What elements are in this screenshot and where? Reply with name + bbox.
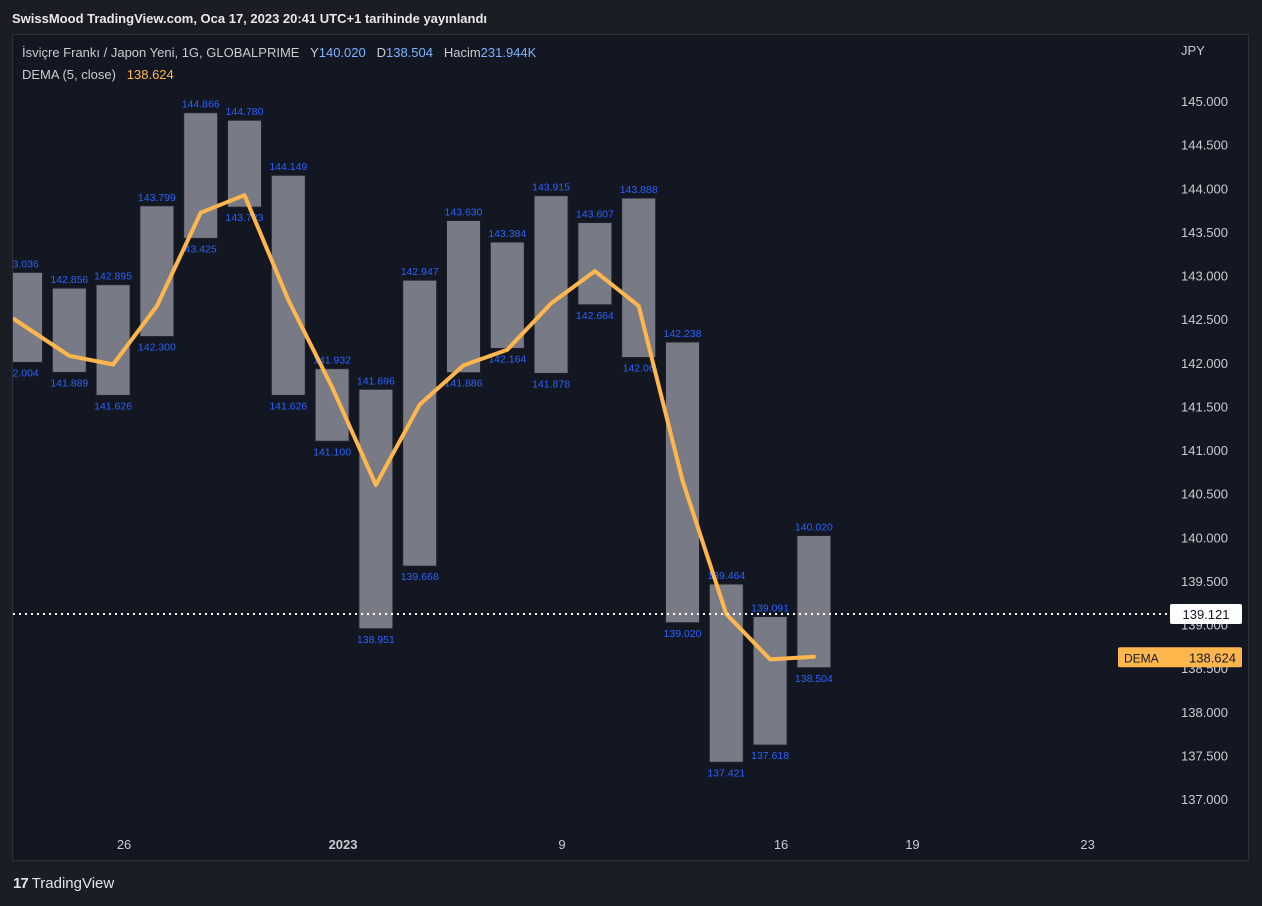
bar-low-label: 141.626 bbox=[94, 400, 132, 412]
y-tick-label: 140.500 bbox=[1181, 487, 1228, 502]
y-tick-label: 144.500 bbox=[1181, 138, 1228, 153]
y-tick-label: 137.500 bbox=[1181, 748, 1228, 763]
range-bar[interactable] bbox=[314, 368, 350, 442]
dema-axis-tag-name: DEMA bbox=[1124, 651, 1159, 665]
high-value: 140.020 bbox=[318, 45, 366, 60]
range-bar[interactable] bbox=[796, 535, 832, 669]
y-tick-label: 141.000 bbox=[1181, 443, 1228, 458]
y-tick-label: 142.500 bbox=[1181, 312, 1228, 327]
bar-high-label: 143.607 bbox=[576, 209, 614, 221]
bar-high-label: 142.238 bbox=[664, 328, 702, 340]
indicator-legend[interactable]: DEMA (5, close) 138.624 bbox=[22, 67, 174, 82]
bar-low-label: 137.618 bbox=[751, 750, 789, 762]
symbol-legend: İsviçre Frankı / Japon Yeni, 1G, GLOBALP… bbox=[22, 45, 536, 60]
bar-low-label: 2.004 bbox=[13, 367, 39, 379]
bar-high-label: 143.915 bbox=[532, 182, 570, 194]
bar-high-label: 144.149 bbox=[269, 161, 307, 173]
y-tick-label: 142.000 bbox=[1181, 356, 1228, 371]
bar-low-label: 139.020 bbox=[664, 628, 702, 640]
range-bar[interactable] bbox=[270, 174, 306, 396]
y-tick-label: 143.500 bbox=[1181, 225, 1228, 240]
x-tick-label: 16 bbox=[774, 837, 788, 852]
bar-high-label: 144.866 bbox=[182, 99, 220, 111]
bar-low-label: 137.421 bbox=[707, 767, 745, 779]
dema-axis-tag[interactable] bbox=[1118, 647, 1242, 668]
y-tick-label: 137.000 bbox=[1181, 792, 1228, 807]
y-tick-label: 140.000 bbox=[1181, 530, 1228, 545]
range-bar[interactable] bbox=[358, 388, 394, 630]
bar-high-label: 140.020 bbox=[795, 522, 833, 534]
current-price-tag[interactable] bbox=[1170, 603, 1242, 624]
high-label: Y bbox=[310, 45, 319, 60]
range-bar[interactable] bbox=[183, 112, 219, 239]
bar-high-label: 143.799 bbox=[138, 192, 176, 204]
bar-high-label: 141.696 bbox=[357, 375, 395, 387]
range-bar[interactable] bbox=[139, 205, 175, 338]
y-tick-label: 143.000 bbox=[1181, 269, 1228, 284]
bar-high-label: 141.932 bbox=[313, 355, 351, 367]
dema-line[interactable] bbox=[13, 193, 816, 662]
range-bar[interactable] bbox=[95, 284, 131, 396]
indicator-value: 138.624 bbox=[126, 67, 174, 82]
bar-low-label: 142.06 bbox=[623, 363, 655, 375]
bar-low-label: 138.951 bbox=[357, 634, 395, 646]
range-bar[interactable] bbox=[533, 195, 569, 374]
range-bar[interactable] bbox=[489, 241, 525, 349]
x-tick-label: 19 bbox=[905, 837, 919, 852]
tradingview-logo-text: TradingView bbox=[31, 875, 115, 892]
range-bar[interactable] bbox=[708, 583, 744, 763]
range-bar[interactable] bbox=[577, 222, 613, 306]
y-tick-label: 144.000 bbox=[1181, 181, 1228, 196]
bar-high-label: 144.780 bbox=[226, 106, 264, 118]
range-bar[interactable] bbox=[446, 220, 481, 374]
bar-low-label: 138.504 bbox=[795, 673, 833, 685]
bar-high-label: 142.947 bbox=[401, 266, 439, 278]
range-bar[interactable] bbox=[752, 616, 788, 746]
range-bar[interactable] bbox=[9, 271, 43, 363]
bar-high-label: 3.036 bbox=[13, 258, 39, 270]
bar-low-label: 141.100 bbox=[313, 446, 351, 458]
y-tick-label: 139.500 bbox=[1181, 574, 1228, 589]
range-bar[interactable] bbox=[227, 119, 262, 208]
low-value: 138.504 bbox=[385, 45, 433, 60]
bar-low-label: 142.300 bbox=[138, 342, 176, 354]
dema-axis-tag-value: 138.624 bbox=[1189, 650, 1236, 665]
current-price-tag-label: 139.121 bbox=[1183, 607, 1230, 622]
bar-low-label: 142.664 bbox=[576, 310, 614, 322]
volume-label: Hacim bbox=[443, 45, 481, 60]
publish-header: SwissMood TradingView.com, Oca 17, 2023 … bbox=[12, 11, 488, 26]
indicator-label: DEMA (5, close) bbox=[22, 67, 116, 82]
bar-high-label: 139.091 bbox=[751, 603, 789, 615]
bar-low-label: 142.164 bbox=[488, 353, 526, 365]
bar-low-label: 139.668 bbox=[401, 571, 439, 583]
bar-high-label: 143.630 bbox=[445, 207, 483, 219]
bar-low-label: 141.626 bbox=[269, 400, 307, 412]
bar-high-label: 143.888 bbox=[620, 184, 658, 196]
x-tick-label: 26 bbox=[117, 837, 131, 852]
x-tick-label: 2023 bbox=[329, 837, 358, 852]
bar-low-label: 141.889 bbox=[50, 377, 88, 389]
x-tick-label: 23 bbox=[1080, 837, 1094, 852]
y-tick-label: 141.500 bbox=[1181, 399, 1228, 414]
bar-low-label: 141.886 bbox=[445, 378, 483, 390]
low-label: D bbox=[376, 45, 386, 60]
tradingview-logo[interactable]: 17 TradingView bbox=[13, 875, 114, 892]
currency-label: JPY bbox=[1181, 43, 1205, 58]
bar-high-label: 143.384 bbox=[488, 228, 526, 240]
volume-value: 231.944K bbox=[480, 45, 537, 60]
bar-high-label: 142.895 bbox=[94, 271, 132, 283]
bar-low-label: 141.878 bbox=[532, 378, 570, 390]
y-tick-label: 145.000 bbox=[1181, 94, 1228, 109]
bar-low-label: 43.425 bbox=[185, 243, 217, 255]
x-tick-label: 9 bbox=[558, 837, 565, 852]
tradingview-logo-icon: 17 bbox=[13, 875, 29, 892]
y-tick-label: 138.000 bbox=[1181, 705, 1228, 720]
bar-high-label: 142.856 bbox=[50, 274, 88, 286]
symbol-name[interactable]: İsviçre Frankı / Japon Yeni, 1G, GLOBALP… bbox=[22, 45, 300, 60]
range-bar[interactable] bbox=[621, 197, 657, 359]
